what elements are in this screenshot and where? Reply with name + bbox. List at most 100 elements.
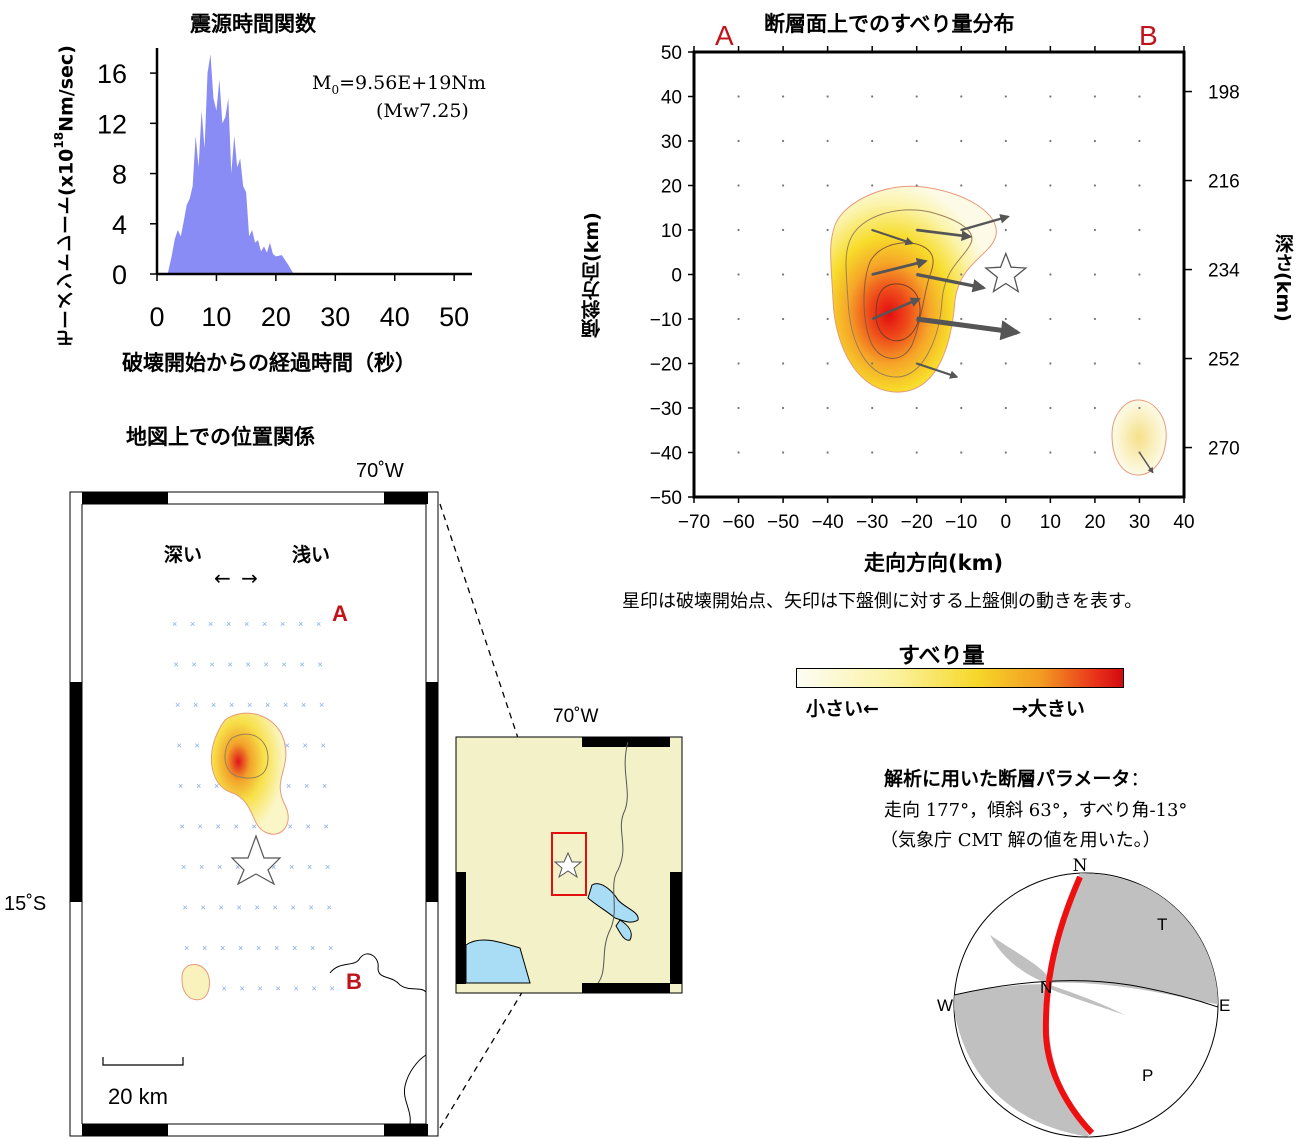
subfault-point <box>1004 406 1007 410</box>
stf-x-tick-label: 20 <box>261 302 291 332</box>
slip-patch-main <box>830 185 997 393</box>
subfault-point <box>826 273 829 276</box>
subfault-point <box>737 317 740 321</box>
legend-colorbar <box>796 668 1124 688</box>
map-grid-point: × <box>216 822 221 832</box>
subfault-point <box>871 406 874 410</box>
lake-coastline <box>329 953 427 1125</box>
map-grid-point: × <box>289 862 294 872</box>
map-grid-point: × <box>244 619 249 629</box>
slip-x-tick-label: −50 <box>767 512 799 533</box>
slip-contour-2 <box>863 242 934 359</box>
subfault-point <box>1093 451 1097 454</box>
params-colon: ： <box>1130 768 1150 790</box>
map-grid-point: × <box>273 903 278 913</box>
stf-m0-value: =9.56E+19Nm <box>339 72 486 94</box>
map-grid-point: × <box>195 741 200 751</box>
map-grid-point: × <box>214 781 219 791</box>
subfault-point <box>960 184 963 187</box>
subfault-point <box>1049 406 1052 410</box>
slip-x-tick-label: −10 <box>945 512 977 533</box>
stf-y-tick-label: 16 <box>97 59 127 89</box>
slip-label-b: B <box>1139 20 1158 51</box>
map-grid-point: × <box>226 619 231 629</box>
subfault-point <box>826 95 829 98</box>
map-grid-point: × <box>322 781 327 791</box>
map-grid-point: × <box>184 943 189 953</box>
map-grid-point: × <box>312 984 317 994</box>
map-direction-arrows: ← → <box>214 566 260 590</box>
map-grid-point: × <box>178 781 183 791</box>
slip-y-tick-label: −40 <box>650 444 682 465</box>
map-grid-point: × <box>252 822 257 832</box>
subfault-point <box>960 95 963 98</box>
legend-large: →大きい <box>1012 698 1085 720</box>
map-grid-point: × <box>318 660 323 670</box>
inset-lon-label: 70˚W <box>553 706 599 727</box>
stf-m0: M0=9.56E+19Nm <box>312 72 486 97</box>
slip-y-tick-label: 0 <box>671 266 682 287</box>
stf-y-tick-label: 8 <box>112 160 127 190</box>
map-scale-label: 20 km <box>108 1084 168 1109</box>
slip-contour-1 <box>845 209 973 378</box>
subfault-point <box>960 451 963 454</box>
subfault-point <box>915 184 918 187</box>
slip-y-tick-label: 50 <box>661 43 682 64</box>
subfault-point <box>1138 317 1141 321</box>
subfault-point <box>960 362 963 365</box>
slip-y2-tick-label: 252 <box>1208 350 1240 371</box>
map-shallow-label: 浅い <box>292 544 331 566</box>
map-grid-point: × <box>211 700 216 710</box>
subfault-point <box>871 95 874 98</box>
subfault-point <box>1004 451 1007 454</box>
map-lon-label: 70˚W <box>356 460 404 482</box>
map-grid-point: × <box>219 903 224 913</box>
subfault-point <box>1093 362 1097 365</box>
mech-null-label: N <box>1040 978 1052 997</box>
subfault-point <box>1138 406 1141 410</box>
slip-arrow <box>916 362 959 379</box>
subfault-point <box>1093 184 1097 187</box>
subfault-point <box>1004 362 1007 365</box>
subfault-point <box>781 317 785 321</box>
map-grid-point: × <box>282 660 287 670</box>
slip-x-tick-label: −40 <box>812 512 844 533</box>
slip-arrow <box>871 297 921 321</box>
map-grid-point: × <box>256 943 261 953</box>
slip-x-tick-label: 0 <box>1001 512 1012 533</box>
map-grid-point: × <box>298 619 303 629</box>
map-grid-point: × <box>288 822 293 832</box>
map-label-a: A <box>332 601 348 626</box>
params-heading: 解析に用いた断層パラメータ： <box>884 764 1149 791</box>
map-grid-point: × <box>283 700 288 710</box>
map-grid-point: × <box>229 700 234 710</box>
slip-y-tick-label: −50 <box>650 488 682 509</box>
map-grid-point: × <box>177 741 182 751</box>
map-grid-point: × <box>274 943 279 953</box>
subfault-point <box>1049 317 1052 321</box>
inset-region-box <box>551 832 587 896</box>
map-grid-point: × <box>300 660 305 670</box>
map-grid-point: × <box>172 619 177 629</box>
slip-x-tick-label: −20 <box>901 512 933 533</box>
map-grid-point: × <box>180 822 185 832</box>
map-grid-point: × <box>201 903 206 913</box>
slip-label-a: A <box>715 20 734 51</box>
map-grid-point: × <box>228 660 233 670</box>
subfault-point <box>871 184 874 187</box>
stf-chart: 0 10 20 30 40 50 0 4 8 12 16 <box>97 48 472 332</box>
subfault-point <box>1004 228 1007 232</box>
subfault-point <box>1138 95 1141 98</box>
subfault-point <box>781 362 785 365</box>
subfault-point <box>915 406 918 410</box>
map-grid-point: × <box>235 862 240 872</box>
subfault-point <box>1093 95 1097 98</box>
map-grid-point: × <box>291 903 296 913</box>
subfault-point <box>781 273 785 276</box>
subfault-point <box>915 139 918 143</box>
subfault-point <box>781 139 785 143</box>
map-grid-point: × <box>265 700 270 710</box>
slip-y-tick-label: 10 <box>661 221 682 242</box>
map-grid-point: × <box>327 903 332 913</box>
subfault-point <box>826 317 829 321</box>
